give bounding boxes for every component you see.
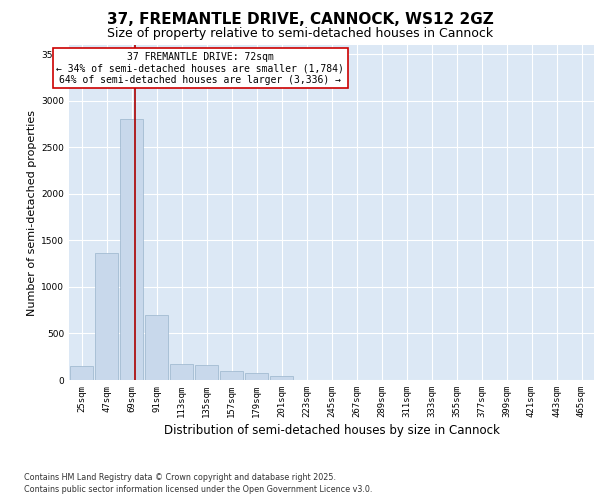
Text: Contains public sector information licensed under the Open Government Licence v3: Contains public sector information licen… [24,485,373,494]
Y-axis label: Number of semi-detached properties: Number of semi-detached properties [27,110,37,316]
Text: Contains HM Land Registry data © Crown copyright and database right 2025.: Contains HM Land Registry data © Crown c… [24,472,336,482]
Text: 37, FREMANTLE DRIVE, CANNOCK, WS12 2GZ: 37, FREMANTLE DRIVE, CANNOCK, WS12 2GZ [107,12,493,28]
Bar [70,366,94,380]
X-axis label: Distribution of semi-detached houses by size in Cannock: Distribution of semi-detached houses by … [164,424,499,437]
Text: Size of property relative to semi-detached houses in Cannock: Size of property relative to semi-detach… [107,28,493,40]
Bar [119,120,143,380]
Bar [95,252,118,380]
Bar [245,374,268,380]
Bar [220,371,244,380]
Text: 37 FREMANTLE DRIVE: 72sqm
← 34% of semi-detached houses are smaller (1,784)
64% : 37 FREMANTLE DRIVE: 72sqm ← 34% of semi-… [56,52,344,85]
Bar [269,376,293,380]
Bar [145,315,169,380]
Bar [170,364,193,380]
Bar [194,364,218,380]
